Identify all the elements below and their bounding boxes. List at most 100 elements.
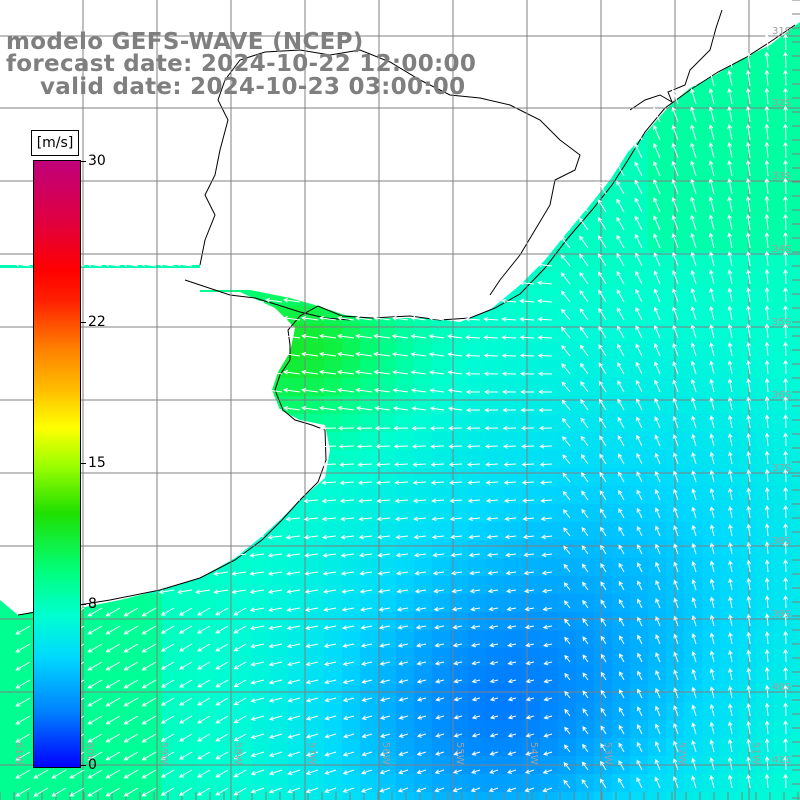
speed-cell	[306, 792, 325, 800]
wind-arrow	[539, 480, 553, 485]
wind-arrow	[764, 231, 770, 249]
wind-arrow	[525, 733, 535, 738]
wind-arrow	[250, 697, 265, 703]
speed-cell	[648, 378, 667, 397]
wind-arrow	[410, 352, 427, 357]
wind-arrow	[339, 480, 355, 486]
wind-arrow	[287, 787, 301, 794]
speed-cell	[576, 558, 595, 577]
wind-arrow	[452, 769, 463, 774]
wind-arrow	[320, 444, 337, 449]
wind-arrow	[746, 378, 751, 393]
wind-arrow	[560, 290, 571, 303]
speed-cell	[180, 648, 199, 667]
speed-cell	[342, 630, 361, 649]
wind-arrow	[519, 353, 535, 358]
wind-arrow	[671, 160, 679, 177]
wind-arrow	[764, 450, 770, 465]
wind-arrow	[690, 287, 697, 303]
wind-arrow	[764, 177, 770, 195]
speed-cell	[270, 738, 289, 757]
wind-arrow	[433, 588, 445, 594]
wind-arrow	[361, 769, 373, 775]
wind-arrow	[728, 685, 733, 699]
speed-cell	[774, 630, 793, 649]
speed-cell	[702, 666, 721, 685]
speed-cell	[738, 108, 757, 127]
wind-arrow	[672, 775, 679, 789]
wind-arrows	[14, 33, 789, 797]
speed-cell	[18, 774, 37, 793]
speed-cell	[144, 738, 163, 757]
speed-cell	[324, 360, 343, 379]
speed-cell	[756, 720, 775, 739]
speed-cell	[720, 720, 739, 739]
wind-arrow	[745, 123, 751, 141]
wind-arrow	[432, 552, 445, 558]
speed-cell	[396, 540, 415, 559]
wind-arrow	[727, 305, 733, 321]
wind-arrow	[691, 470, 697, 483]
wind-arrow	[690, 178, 697, 195]
speed-cell	[450, 702, 469, 721]
speed-cell	[270, 684, 289, 703]
wind-arrow	[141, 769, 157, 779]
speed-cell	[252, 558, 271, 577]
wind-arrow	[268, 787, 283, 794]
wind-arrow	[563, 582, 571, 591]
wind-arrow	[429, 388, 445, 393]
wind-arrow	[708, 196, 715, 213]
wind-arrow	[727, 196, 733, 213]
wind-arrow	[105, 679, 121, 689]
wind-arrow	[435, 678, 445, 684]
speed-cell	[450, 360, 469, 379]
speed-cell	[270, 522, 289, 541]
wind-arrow	[507, 769, 517, 774]
wind-arrow	[287, 679, 301, 685]
wind-arrow	[471, 660, 481, 666]
wind-arrow	[671, 88, 679, 105]
speed-cell	[252, 702, 271, 721]
wind-arrow	[634, 143, 643, 159]
speed-cell	[504, 450, 523, 469]
speed-cell	[792, 468, 800, 487]
wind-arrow	[764, 250, 770, 267]
wind-arrow	[433, 606, 445, 612]
speed-cell	[414, 342, 433, 361]
speed-cell	[306, 540, 325, 559]
wind-arrow	[616, 252, 625, 267]
speed-cell	[270, 774, 289, 793]
speed-cell	[414, 396, 433, 415]
wind-arrow	[783, 395, 788, 411]
speed-cell	[738, 432, 757, 451]
speed-cell	[720, 288, 739, 307]
wind-arrow	[378, 625, 391, 630]
speed-cell	[414, 648, 433, 667]
wind-arrow	[746, 559, 752, 573]
speed-cell	[486, 486, 505, 505]
speed-cell	[792, 324, 800, 343]
speed-cell	[486, 504, 505, 523]
speed-cell	[648, 450, 667, 469]
speed-cell	[162, 702, 181, 721]
speed-cell	[576, 414, 595, 433]
wind-arrow	[87, 697, 103, 707]
wind-arrow	[324, 751, 337, 757]
wind-arrow	[447, 352, 463, 357]
speed-cell	[720, 612, 739, 631]
speed-cell	[702, 702, 721, 721]
wind-arrow	[324, 715, 337, 721]
wind-arrow	[520, 407, 535, 413]
speed-cell	[792, 702, 800, 721]
wind-arrow	[323, 661, 337, 667]
wind-arrow	[373, 333, 391, 339]
speed-cell	[738, 486, 757, 505]
wind-arrow	[396, 588, 409, 594]
speed-cell	[504, 720, 523, 739]
wind-arrow	[453, 696, 463, 702]
speed-cell	[342, 612, 361, 631]
wind-arrow	[469, 588, 481, 594]
wind-arrow	[452, 787, 463, 793]
wind-arrow	[324, 733, 337, 739]
